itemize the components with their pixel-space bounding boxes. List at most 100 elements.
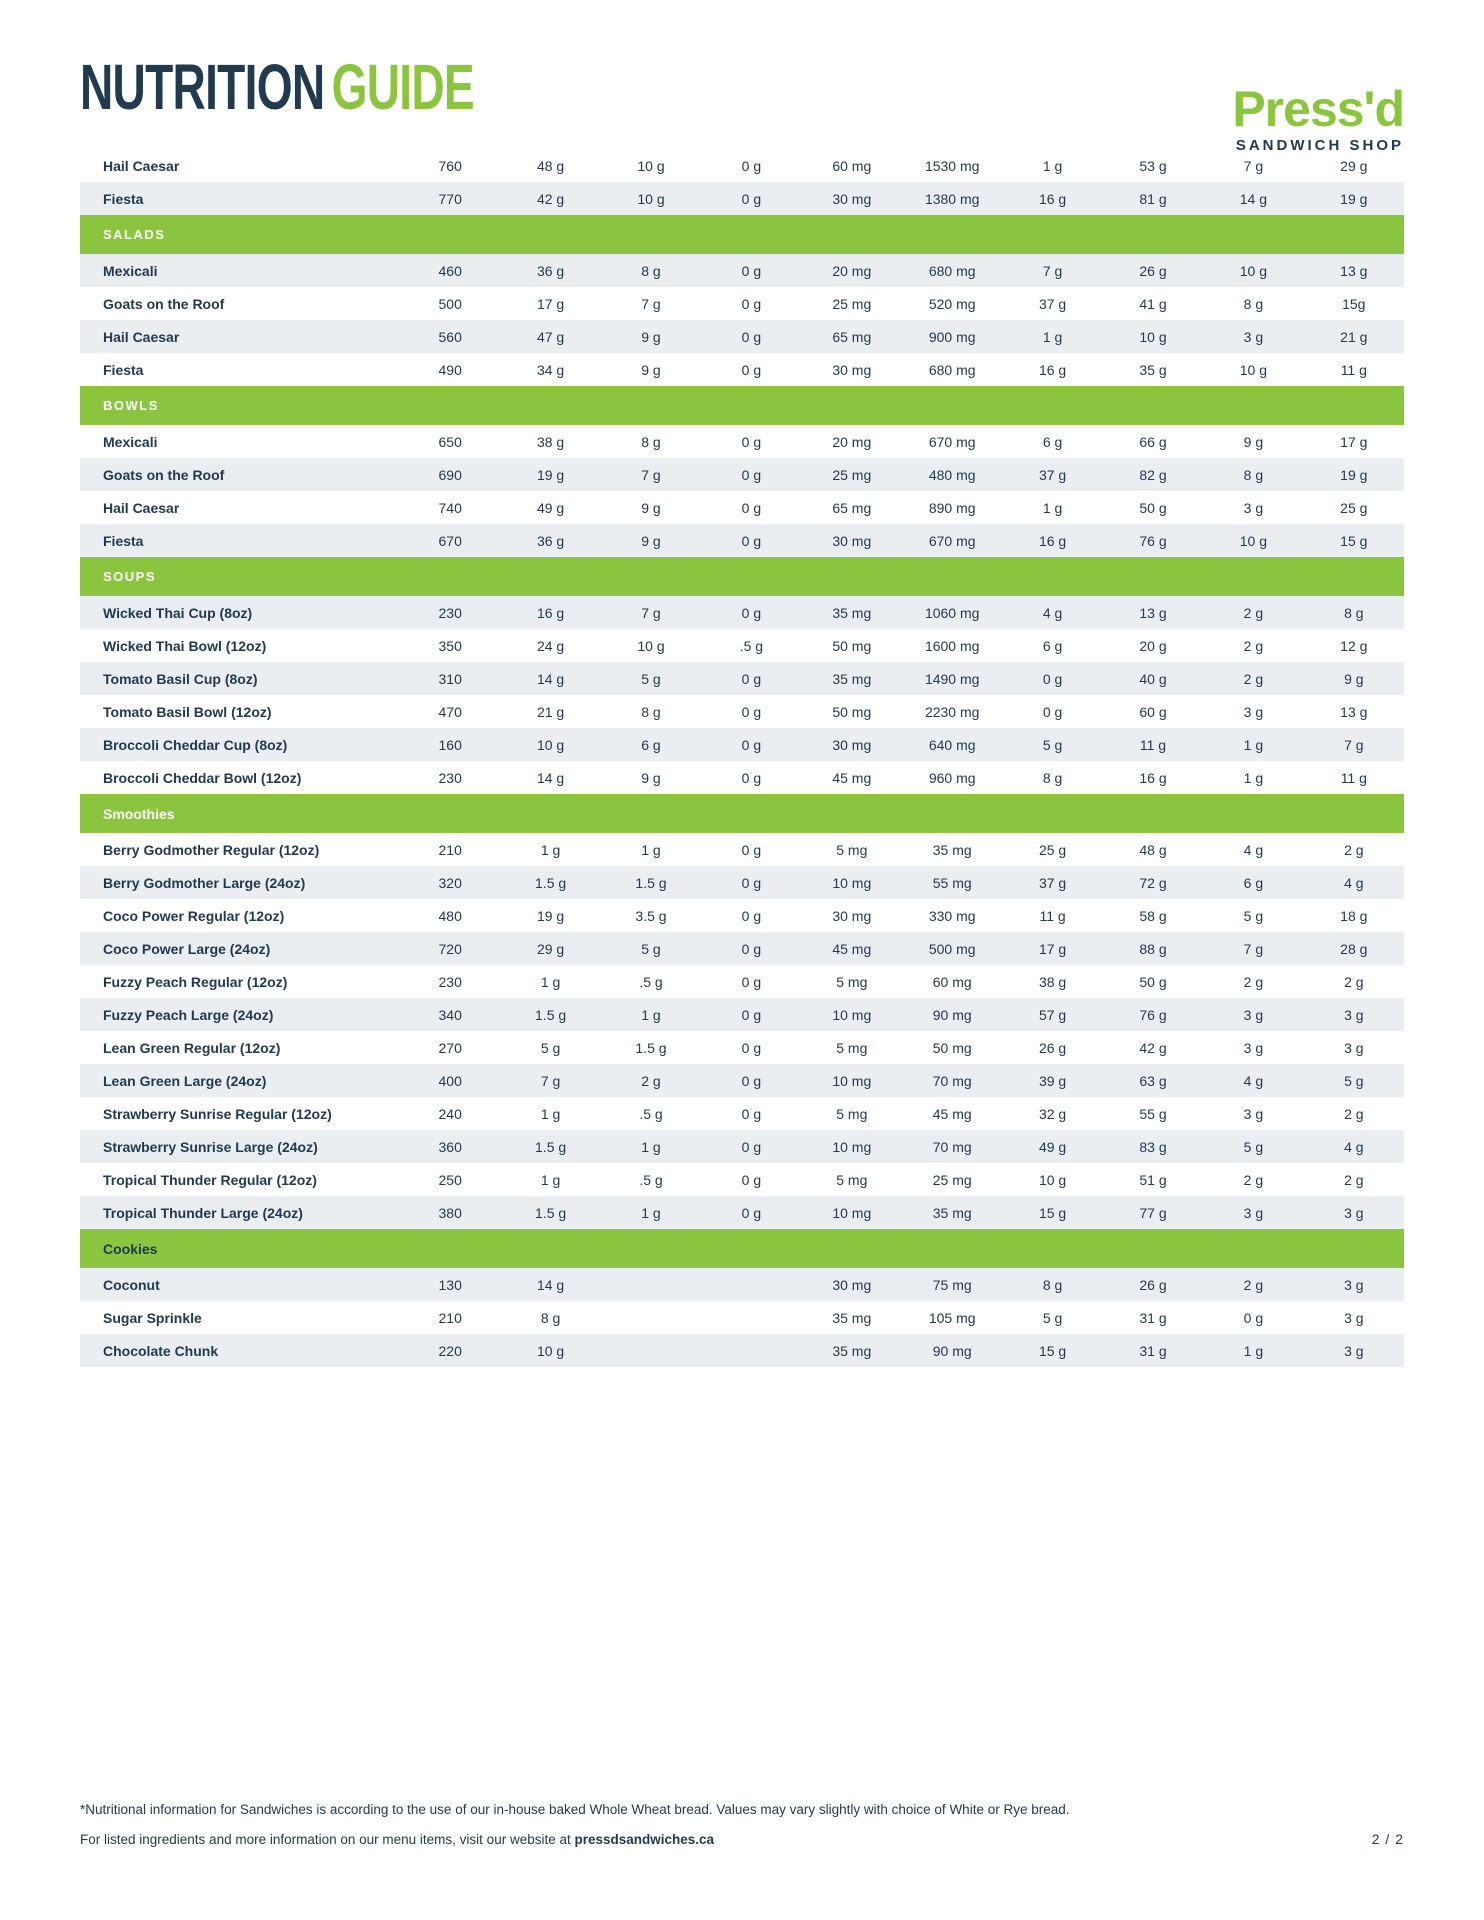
item-name: Wicked Thai Cup (8oz) bbox=[103, 604, 253, 621]
item-value: 1 g bbox=[540, 1171, 561, 1188]
item-value: 105 mg bbox=[928, 1309, 976, 1326]
section-header-bowls: BOWLS bbox=[80, 386, 1404, 425]
item-value: 10 g bbox=[1239, 532, 1268, 549]
item-name: Goats on the Roof bbox=[103, 466, 225, 483]
item-name: Chocolate Chunk bbox=[103, 1342, 219, 1359]
item-value: 45 mg bbox=[932, 1105, 972, 1122]
item-value: 250 bbox=[438, 1171, 462, 1188]
item-value: 57 g bbox=[1038, 1006, 1067, 1023]
item-value: 8 g bbox=[1243, 295, 1264, 312]
table-row: Berry Godmother Large (24oz) 320 1.5 g 1.5 … bbox=[80, 866, 1404, 899]
item-value: 0 g bbox=[741, 295, 762, 312]
item-value: 16 g bbox=[1139, 769, 1167, 786]
item-value: 90 mg bbox=[932, 1006, 972, 1023]
item-value: 8 g bbox=[1243, 466, 1264, 483]
item-value: 520 mg bbox=[928, 295, 976, 312]
item-value: 11 g bbox=[1139, 736, 1167, 753]
table-row: Coco Power Regular (12oz) 480 19 g 3.5 g 0 g… bbox=[80, 899, 1404, 932]
table-row: Mexicali 650 38 g 8 g 0 g 20 mg 670 mg 6 g 66 g 9… bbox=[80, 425, 1404, 458]
table-row: Chocolate Chunk 220 10 g 35 mg 90 mg 15 g 31 g… bbox=[80, 1334, 1404, 1367]
item-value: 19 g bbox=[536, 907, 565, 924]
item-value: 13 g bbox=[1340, 703, 1368, 720]
item-value: 270 bbox=[438, 1039, 462, 1056]
item-value: 380 bbox=[438, 1204, 462, 1221]
item-value: 7 g bbox=[1243, 157, 1264, 174]
item-name: Fuzzy Peach Regular (12oz) bbox=[103, 973, 288, 990]
item-value: 0 g bbox=[741, 1006, 762, 1023]
item-value: 8 g bbox=[540, 1309, 561, 1326]
item-value: 500 bbox=[438, 295, 462, 312]
item-name: Berry Godmother Large (24oz) bbox=[103, 874, 306, 891]
item-value: 680 mg bbox=[928, 262, 976, 279]
item-value: 25 mg bbox=[832, 466, 872, 483]
item-value: 1.5 g bbox=[535, 874, 567, 891]
item-value: 24 g bbox=[536, 637, 565, 654]
item-value: 8 g bbox=[1042, 769, 1063, 786]
item-value: 0 g bbox=[741, 466, 762, 483]
item-value: 230 bbox=[438, 769, 462, 786]
item-name: Fiesta bbox=[103, 190, 144, 207]
item-value: 6 g bbox=[1042, 433, 1063, 450]
table-row: Lean Green Regular (12oz) 270 5 g 1.5 g 0 g 5… bbox=[80, 1031, 1404, 1064]
item-value: 40 g bbox=[1139, 670, 1167, 687]
item-value: .5 g bbox=[739, 637, 764, 654]
item-value: 3 g bbox=[1344, 1309, 1364, 1326]
item-value: 5 mg bbox=[836, 1105, 868, 1122]
item-value: 36 g bbox=[536, 262, 565, 279]
table-row: Fiesta 670 36 g 9 g 0 g 30 mg 670 mg 16 g 76 g 10… bbox=[80, 524, 1404, 557]
item-value: 1 g bbox=[1042, 157, 1063, 174]
item-value: 26 g bbox=[1139, 262, 1167, 279]
item-value: .5 g bbox=[639, 973, 663, 990]
item-value: 0 g bbox=[741, 940, 762, 957]
section-header-salads: SALADS bbox=[80, 215, 1404, 254]
item-value: 30 mg bbox=[832, 532, 872, 549]
item-value: 14 g bbox=[536, 1276, 565, 1293]
item-value: 0 g bbox=[741, 736, 762, 753]
item-value: 45 mg bbox=[832, 769, 872, 786]
item-value: 39 g bbox=[1038, 1072, 1067, 1089]
item-value: 5 mg bbox=[836, 973, 868, 990]
table-row: Hail Caesar 740 49 g 9 g 0 g 65 mg 890 mg 1 g 50… bbox=[80, 491, 1404, 524]
item-value: 21 g bbox=[1340, 328, 1368, 345]
item-value: 19 g bbox=[1340, 466, 1368, 483]
table-row: Tomato Basil Cup (8oz) 310 14 g 5 g 0 g 35 mg… bbox=[80, 662, 1404, 695]
item-name: Fuzzy Peach Large (24oz) bbox=[103, 1006, 274, 1023]
footnote: *Nutritional information for Sandwiches … bbox=[80, 1802, 1070, 1817]
page-title-secondary: GUIDE bbox=[331, 51, 475, 123]
item-value: 0 g bbox=[741, 973, 762, 990]
item-value: 60 g bbox=[1139, 703, 1167, 720]
item-value: 0 g bbox=[741, 328, 762, 345]
item-value: 10 g bbox=[1239, 262, 1268, 279]
item-value: 28 g bbox=[1340, 940, 1368, 957]
item-value: 34 g bbox=[536, 361, 565, 378]
item-value: 10 mg bbox=[832, 1204, 872, 1221]
table-row: Fuzzy Peach Regular (12oz) 230 1 g .5 g 0 g 5… bbox=[80, 965, 1404, 998]
item-value: 2 g bbox=[1243, 637, 1264, 654]
item-value: 35 mg bbox=[832, 1342, 872, 1359]
item-value: 3 g bbox=[1243, 328, 1264, 345]
item-value: 35 mg bbox=[832, 604, 872, 621]
table-row: Broccoli Cheddar Bowl (12oz) 230 14 g 9 g 0 … bbox=[80, 761, 1404, 794]
item-value: 640 mg bbox=[928, 736, 976, 753]
table-row: Tropical Thunder Regular (12oz) 250 1 g .5 … bbox=[80, 1163, 1404, 1196]
item-value: 8 g bbox=[641, 433, 661, 450]
item-value: 5 mg bbox=[836, 1171, 868, 1188]
item-value: 560 bbox=[438, 328, 462, 345]
item-value: 60 mg bbox=[932, 973, 972, 990]
item-value: 36 g bbox=[536, 532, 565, 549]
item-value: 5 g bbox=[641, 940, 661, 957]
item-value: 19 g bbox=[536, 466, 565, 483]
item-name: Hail Caesar bbox=[103, 328, 180, 345]
item-value: 17 g bbox=[1038, 940, 1067, 957]
brand-logo-name: Press'd bbox=[1232, 81, 1405, 137]
item-value: 7 g bbox=[1344, 736, 1364, 753]
item-value: 42 g bbox=[1139, 1039, 1167, 1056]
item-value: 0 g bbox=[741, 670, 762, 687]
item-value: 35 mg bbox=[932, 841, 972, 858]
brand-logo-tagline: SANDWICH SHOP bbox=[1235, 137, 1404, 154]
item-value: 2 g bbox=[1243, 604, 1264, 621]
item-name: Broccoli Cheddar Cup (8oz) bbox=[103, 736, 288, 753]
item-value: 76 g bbox=[1139, 1006, 1167, 1023]
item-value: 47 g bbox=[536, 328, 565, 345]
table-row: Tomato Basil Bowl (12oz) 470 21 g 8 g 0 g 50 … bbox=[80, 695, 1404, 728]
